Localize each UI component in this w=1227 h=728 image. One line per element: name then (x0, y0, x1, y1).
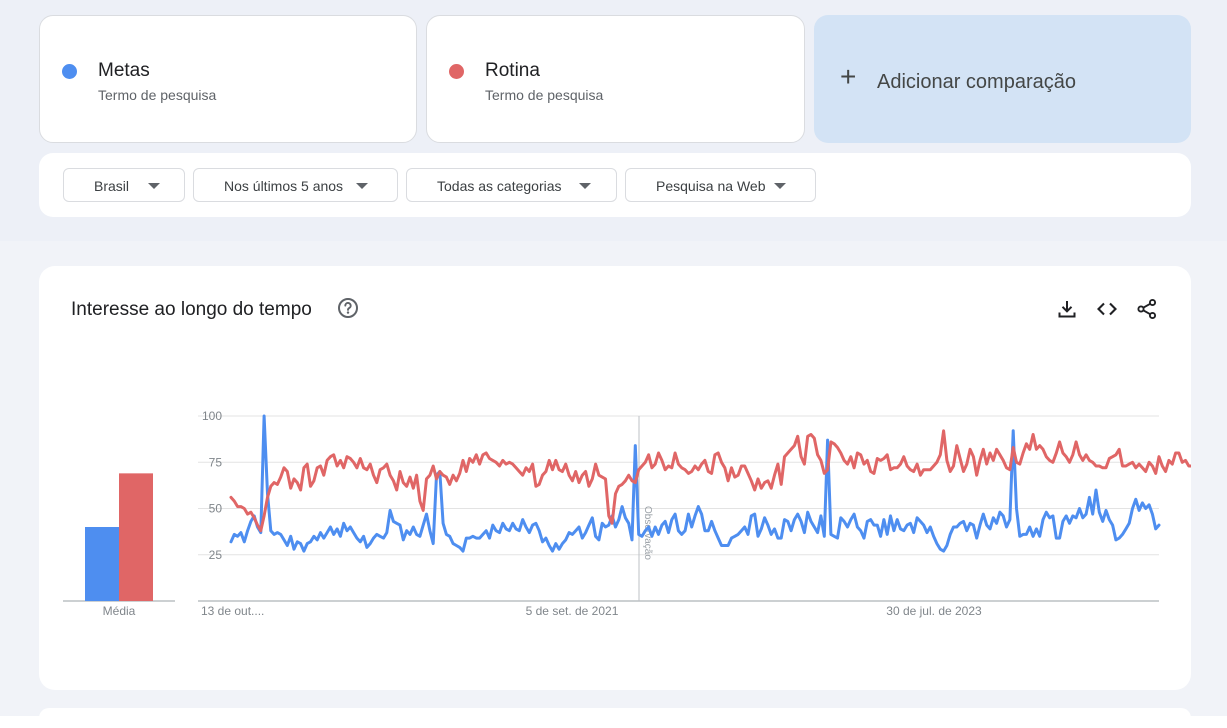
term-name[interactable]: Metas (98, 60, 150, 81)
share-icon[interactable] (1136, 298, 1158, 320)
add-comparison-button[interactable]: + Adicionar comparação (814, 15, 1191, 143)
average-bar-metas (85, 527, 119, 601)
average-bar-rotina (119, 473, 153, 601)
plus-icon: + (840, 61, 857, 92)
next-section-card (39, 708, 1191, 728)
term-name[interactable]: Rotina (485, 60, 540, 81)
filter-label: Nos últimos 5 anos (224, 178, 344, 194)
y-tick-label: 50 (209, 502, 223, 516)
x-tick-label: 5 de set. de 2021 (526, 604, 619, 618)
embed-code-icon[interactable] (1096, 298, 1118, 320)
chevron-down-icon (356, 183, 368, 189)
y-tick-label: 25 (209, 548, 223, 562)
x-tick-label: 30 de jul. de 2023 (886, 604, 982, 618)
interest-chart: 100 75 50 25 Observação 13 de out.... 5 de set… (63, 409, 1191, 618)
filter-time-range[interactable]: Nos últimos 5 anos (193, 168, 398, 202)
filter-category[interactable]: Todas as categorias (406, 168, 617, 202)
help-circle-icon[interactable] (337, 297, 359, 319)
average-label: Média (103, 604, 136, 618)
filter-label: Brasil (94, 178, 130, 194)
chevron-down-icon (774, 183, 786, 189)
x-tick-label: 13 de out.... (201, 604, 264, 618)
term-card-rotina[interactable]: Rotina Termo de pesquisa (426, 15, 805, 143)
interest-over-time-card: Interesse ao longo do tempo 100 75 50 25 Obs… (39, 266, 1191, 690)
filter-label: Pesquisa na Web (656, 178, 766, 194)
section-title: Interesse ao longo do tempo (71, 299, 312, 320)
term-subtitle: Termo de pesquisa (485, 87, 604, 103)
filters-bar: Brasil Nos últimos 5 anos Todas as categ… (39, 153, 1191, 217)
filter-search-type[interactable]: Pesquisa na Web (625, 168, 816, 202)
term-card-metas[interactable]: Metas Termo de pesquisa (39, 15, 417, 143)
series-color-dot (449, 64, 464, 79)
chevron-down-icon (579, 183, 591, 189)
filter-label: Todas as categorias (437, 178, 562, 194)
add-comparison-label: Adicionar comparação (877, 71, 1076, 93)
series-color-dot (62, 64, 77, 79)
chevron-down-icon (148, 183, 160, 189)
y-tick-label: 75 (209, 455, 223, 469)
download-icon[interactable] (1056, 298, 1078, 320)
y-tick-label: 100 (202, 409, 222, 423)
annotation-label: Observação (642, 506, 653, 560)
series-line-metas (229, 414, 1161, 553)
filter-region[interactable]: Brasil (63, 168, 185, 202)
term-subtitle: Termo de pesquisa (98, 87, 217, 103)
series-line-rotina (229, 429, 1191, 533)
